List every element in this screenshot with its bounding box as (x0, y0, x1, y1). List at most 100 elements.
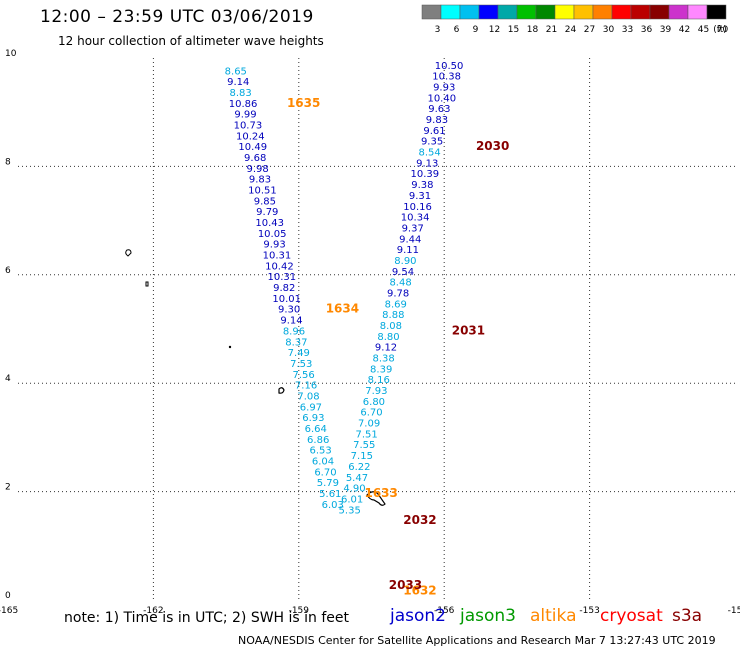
legend-bin-label: 27 (584, 25, 595, 35)
wave-height-label: 4.90 (343, 484, 365, 495)
wave-height-label: 10.51 (248, 186, 277, 197)
wave-height-label: 6.01 (341, 494, 363, 505)
legend-swatch (573, 4, 594, 20)
wave-height-label: 10.86 (229, 99, 258, 110)
wave-height-label: 7.49 (288, 348, 310, 359)
legend-bin-label: 45 (698, 25, 709, 35)
axis-ticks: -165 -162 -159 -156 -153 -15 0 2 4 6 8 10 (0, 49, 740, 616)
footer-credit: NOAA/NESDIS Center for Satellite Applica… (238, 634, 716, 647)
wave-height-label: 9.31 (409, 191, 431, 202)
legend-jason3: jason3 (460, 606, 516, 626)
wave-height-label: 6.80 (363, 397, 385, 408)
wave-height-label: 9.85 (254, 196, 276, 207)
wave-height-label: 7.53 (290, 359, 312, 370)
wave-height-label: 5.79 (317, 478, 339, 489)
legend-swatch (554, 4, 575, 20)
wave-height-label: 6.97 (300, 402, 322, 413)
island-outline (278, 387, 285, 394)
wave-height-label: 6.53 (309, 446, 331, 457)
legend-bin-label: 15 (508, 25, 519, 35)
legend-swatch (630, 4, 651, 20)
x-tick-label: -162 (143, 606, 163, 616)
legend-bin-label: 70 (717, 25, 729, 35)
island-outline (228, 345, 232, 349)
legend-swatch (516, 4, 537, 20)
wave-height-label: 10.31 (263, 251, 292, 262)
map-subtitle: 12 hour collection of altimeter wave hei… (58, 34, 324, 48)
wave-height-label: 9.79 (256, 207, 278, 218)
wave-height-label: 8.39 (370, 364, 392, 375)
legend-altika: altika (530, 606, 577, 626)
time-label: 1635 (287, 96, 320, 110)
wave-height-label: 6.64 (305, 424, 327, 435)
legend-bin-label: 39 (660, 25, 672, 35)
wave-height-label: 9.98 (246, 164, 268, 175)
x-tick-label: -159 (289, 606, 310, 616)
wave-height-label: 10.05 (258, 229, 287, 240)
legend-jason2: jason2 (390, 606, 446, 626)
s3a-track: 10.5010.389.9310.409.639.839.619.358.549… (339, 61, 510, 592)
wave-height-label: 5.35 (339, 505, 361, 516)
wave-height-label: 10.73 (234, 120, 263, 131)
wave-height-label: 8.88 (382, 310, 404, 321)
legend-bin-label: 18 (527, 25, 539, 35)
note-text: note: 1) Time is in UTC; 2) SWH is in fe… (64, 610, 350, 626)
wave-height-label: 9.44 (399, 234, 421, 245)
legend-swatch (649, 4, 670, 20)
wave-height-label: 10.16 (403, 202, 432, 213)
wave-height-label: 9.82 (273, 283, 295, 294)
wave-height-label: 9.30 (278, 305, 300, 316)
y-tick-label: 0 (5, 591, 11, 601)
x-tick-label: -15 (728, 606, 740, 616)
wave-height-label: 9.78 (387, 288, 409, 299)
wave-height-label: 7.09 (358, 419, 380, 430)
legend-bin-label: 6 (454, 25, 460, 35)
wave-height-label: 9.13 (416, 158, 438, 169)
wave-height-label: 7.56 (293, 370, 315, 381)
legend-bin-label: 24 (565, 25, 577, 35)
x-tick-label: -165 (0, 606, 18, 616)
legend-swatch (668, 4, 689, 20)
wave-height-label: 8.38 (372, 354, 394, 365)
legend-bin-label: 33 (622, 25, 633, 35)
legend-swatch (459, 4, 480, 20)
time-label: 2030 (476, 139, 509, 153)
legend-swatch (687, 4, 708, 20)
wave-height-label: 9.35 (421, 137, 443, 148)
wave-height-label: 10.38 (432, 72, 461, 83)
wave-height-label: 8.69 (385, 299, 407, 310)
wave-height-label: 7.93 (365, 386, 387, 397)
wave-height-label: 10.40 (427, 93, 456, 104)
legend-bin-label: 21 (546, 25, 557, 35)
legend-swatch (440, 4, 461, 20)
island-outline (366, 491, 386, 506)
color-legend: 3 6 9 12 15 18 21 24 27 30 33 36 39 42 45 70(ft) (421, 4, 729, 35)
wave-height-label: 7.15 (351, 451, 373, 462)
wave-height-label: 10.24 (236, 131, 265, 142)
island-outline (125, 249, 132, 257)
wave-height-label: 6.03 (322, 500, 344, 511)
wave-height-label: 10.49 (238, 142, 267, 153)
wave-height-label: 8.48 (389, 278, 411, 289)
wave-height-label: 8.65 (225, 66, 247, 77)
time-label: 2033 (389, 578, 422, 592)
wave-height-label: 8.16 (368, 375, 390, 386)
legend-swatch (478, 4, 499, 20)
wave-height-label: 9.38 (411, 180, 433, 191)
wave-height-label: 9.14 (280, 316, 302, 327)
wave-height-label: 6.86 (307, 435, 329, 446)
wave-height-label: 9.37 (402, 223, 424, 234)
time-label: 2032 (403, 513, 436, 527)
y-tick-label: 10 (5, 49, 17, 59)
wave-height-label: 6.93 (302, 413, 324, 424)
wave-height-label: 8.90 (394, 256, 416, 267)
legend-bin-label: 30 (603, 25, 615, 35)
legend-swatch (421, 4, 442, 20)
map-title: 12:00 – 23:59 UTC 03/06/2019 (40, 7, 314, 27)
wave-height-label: 7.16 (295, 381, 317, 392)
legend-swatch (611, 4, 632, 20)
wave-height-label: 6.70 (314, 467, 336, 478)
wave-height-label: 8.37 (285, 337, 307, 348)
wave-height-label: 6.22 (348, 462, 370, 473)
